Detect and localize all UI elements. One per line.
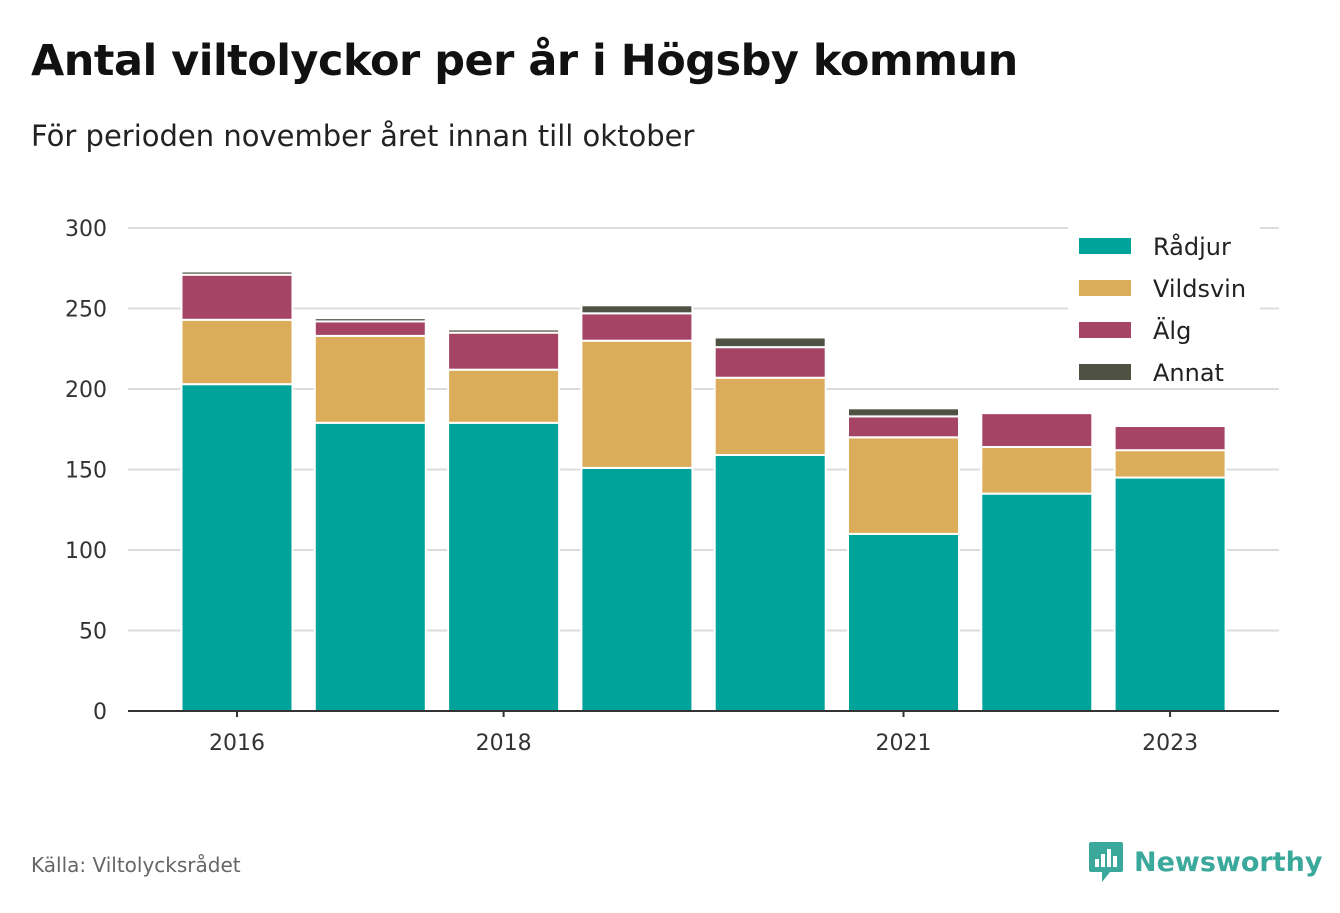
bar-segment	[980, 412, 1094, 448]
bar-segment	[713, 336, 827, 349]
bar-segment	[1113, 476, 1227, 712]
bar-segment	[447, 331, 561, 371]
newsworthy-logo-icon	[1089, 842, 1123, 882]
bar-segment	[1113, 425, 1227, 452]
bar-segment	[313, 421, 427, 712]
bar-segment	[847, 436, 960, 535]
bar-segment	[1113, 449, 1227, 479]
bar-segment	[713, 454, 827, 713]
legend-swatch	[1079, 322, 1131, 338]
newsworthy-logo: Newsworthy	[1088, 840, 1322, 884]
bar-segment	[980, 445, 1094, 495]
legend-label: Älg	[1153, 316, 1191, 345]
legend-label: Vildsvin	[1153, 275, 1246, 303]
bar-segment	[713, 376, 827, 457]
x-tick-label: 2021	[876, 731, 932, 756]
bar-segment	[580, 339, 694, 469]
bar-segment	[980, 492, 1094, 712]
legend-label: Rådjur	[1153, 232, 1231, 261]
x-tick-label: 2016	[209, 731, 265, 756]
source-note: Källa: Viltolycksrådet	[31, 853, 241, 877]
bar-segment	[313, 320, 427, 337]
bar-segment	[580, 466, 694, 713]
bar-segment	[447, 328, 561, 334]
y-tick-label: 50	[79, 620, 107, 645]
y-tick-label: 200	[65, 378, 107, 403]
bar-segment	[713, 346, 827, 379]
chart-subtitle: För perioden november året innan till ok…	[31, 119, 695, 153]
y-tick-label: 250	[65, 298, 107, 323]
y-tick-label: 100	[65, 539, 107, 564]
brand-name: Newsworthy	[1134, 846, 1323, 878]
bar-segment	[313, 334, 427, 424]
y-tick-label: 0	[93, 700, 107, 725]
chart-title: Antal viltolyckor per år i Högsby kommun	[31, 36, 1018, 86]
bar-segment	[847, 407, 960, 418]
bar-segment	[847, 532, 960, 713]
y-tick-label: 150	[65, 459, 107, 484]
legend-swatch	[1079, 280, 1131, 296]
bar-segment	[180, 383, 294, 712]
bar-segment	[447, 421, 561, 712]
bar-segment	[447, 368, 561, 424]
bar-segment	[180, 273, 294, 321]
legend-swatch	[1079, 364, 1131, 380]
y-tick-label: 300	[65, 217, 107, 242]
x-tick-label: 2018	[476, 731, 532, 756]
bar-segment	[847, 415, 960, 439]
bar-segment	[580, 304, 694, 315]
bar-segment	[580, 312, 694, 342]
bar-segment	[180, 318, 294, 386]
bar-segment	[313, 317, 427, 323]
bar-segment	[180, 270, 294, 276]
legend-label: Annat	[1153, 359, 1224, 387]
bars	[180, 270, 1227, 713]
x-tick-label: 2023	[1142, 731, 1198, 756]
legend-swatch	[1079, 238, 1131, 254]
legend: Rådjur Vildsvin Älg Annat	[1068, 224, 1260, 388]
axes: 0 50 100 150 200 250 300 2016 2018 2021 2023	[65, 217, 1279, 756]
